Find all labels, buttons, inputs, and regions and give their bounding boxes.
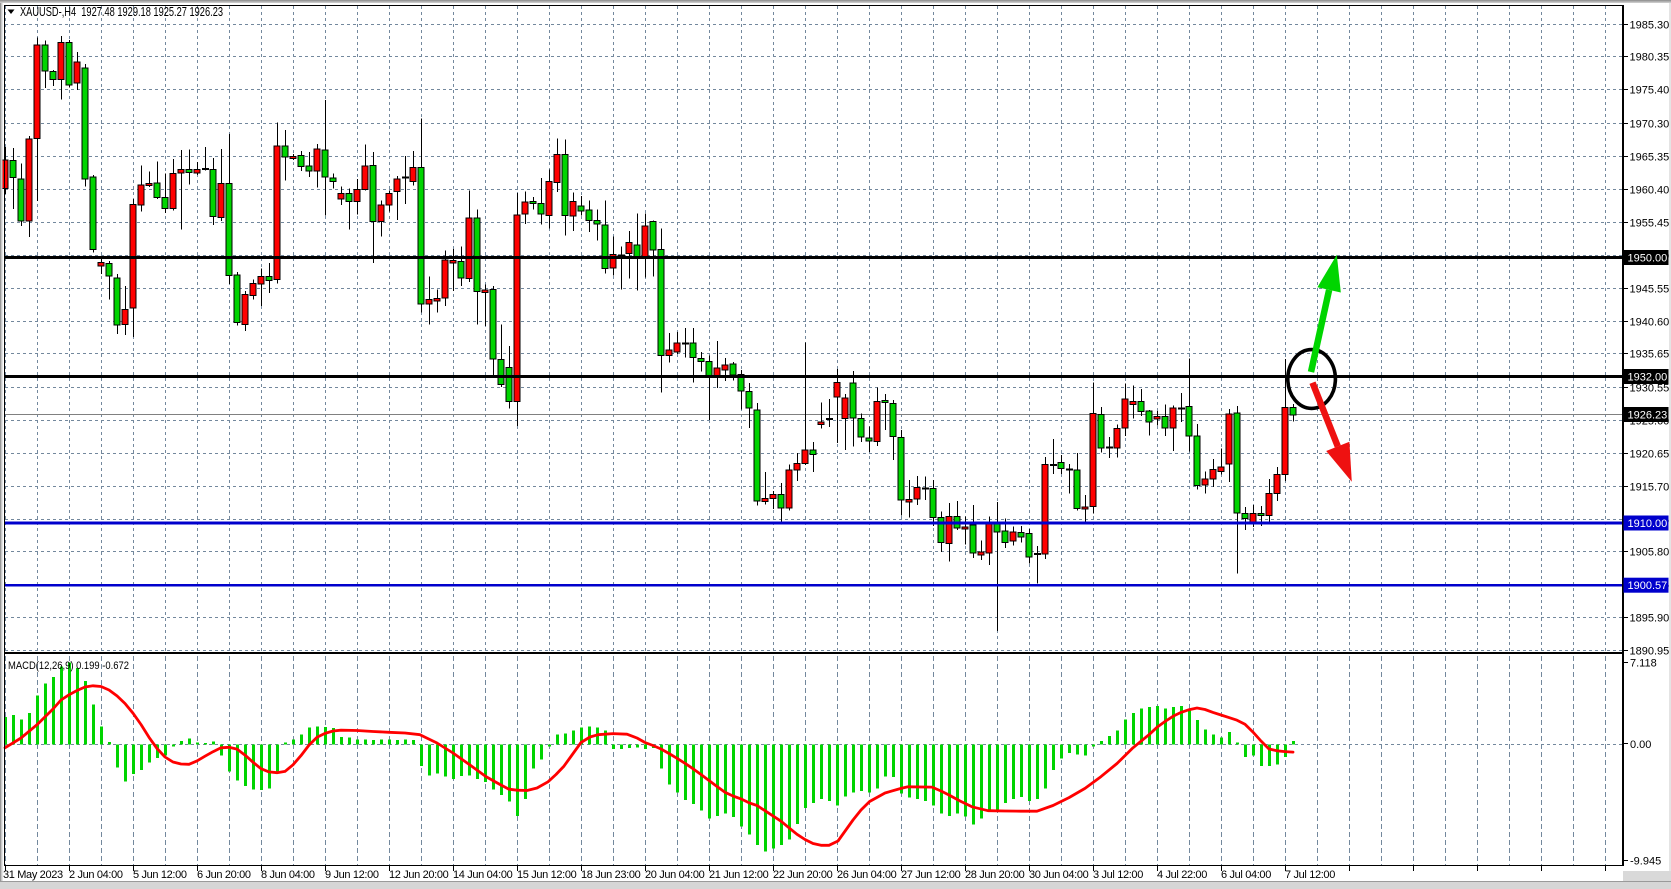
svg-text:1960.40: 1960.40 (1630, 185, 1670, 197)
svg-text:6 Jul 04:00: 6 Jul 04:00 (1221, 869, 1271, 881)
svg-text:1955.45: 1955.45 (1630, 218, 1670, 230)
svg-text:1895.90: 1895.90 (1630, 613, 1670, 625)
svg-text:31 May 2023: 31 May 2023 (3, 869, 63, 881)
svg-text:1890.95: 1890.95 (1630, 646, 1670, 658)
svg-text:-9.945: -9.945 (1630, 855, 1661, 867)
svg-text:2 Jun 04:00: 2 Jun 04:00 (69, 869, 123, 881)
svg-text:0.00: 0.00 (1630, 739, 1651, 751)
svg-text:MACD(12,26,9) 0.199 -0.672: MACD(12,26,9) 0.199 -0.672 (8, 660, 129, 672)
svg-text:12 Jun 20:00: 12 Jun 20:00 (389, 869, 449, 881)
svg-text:22 Jun 20:00: 22 Jun 20:00 (773, 869, 833, 881)
svg-text:18 Jun 23:00: 18 Jun 23:00 (581, 869, 641, 881)
svg-text:1915.70: 1915.70 (1630, 482, 1670, 494)
svg-text:1980.35: 1980.35 (1630, 52, 1670, 64)
svg-text:1930.55: 1930.55 (1630, 383, 1670, 395)
svg-text:7.118: 7.118 (1630, 658, 1657, 670)
svg-text:1905.80: 1905.80 (1630, 547, 1670, 559)
svg-text:XAUUSD-,H4 1927.48 1929.18 19: XAUUSD-,H4 1927.48 1929.18 1925.27 1926.… (20, 5, 223, 19)
svg-text:21 Jun 12:00: 21 Jun 12:00 (709, 869, 769, 881)
svg-text:1932.00: 1932.00 (1628, 372, 1668, 384)
svg-text:1950.00: 1950.00 (1628, 253, 1668, 265)
svg-text:1935.65: 1935.65 (1630, 349, 1670, 361)
svg-text:1970.30: 1970.30 (1630, 119, 1670, 131)
svg-text:1945.55: 1945.55 (1630, 284, 1670, 296)
svg-text:28 Jun 20:00: 28 Jun 20:00 (965, 869, 1025, 881)
svg-text:20 Jun 04:00: 20 Jun 04:00 (645, 869, 705, 881)
svg-text:15 Jun 12:00: 15 Jun 12:00 (517, 869, 577, 881)
svg-text:14 Jun 04:00: 14 Jun 04:00 (453, 869, 513, 881)
svg-text:1926.23: 1926.23 (1628, 410, 1668, 422)
svg-text:1975.40: 1975.40 (1630, 85, 1670, 97)
svg-text:6 Jun 20:00: 6 Jun 20:00 (197, 869, 251, 881)
svg-text:26 Jun 04:00: 26 Jun 04:00 (837, 869, 897, 881)
svg-text:1985.30: 1985.30 (1630, 20, 1670, 32)
svg-text:7 Jul 12:00: 7 Jul 12:00 (1285, 869, 1335, 881)
svg-text:1965.35: 1965.35 (1630, 152, 1670, 164)
svg-text:8 Jun 04:00: 8 Jun 04:00 (261, 869, 315, 881)
svg-text:30 Jun 04:00: 30 Jun 04:00 (1029, 869, 1089, 881)
svg-text:9 Jun 12:00: 9 Jun 12:00 (325, 869, 379, 881)
svg-text:1910.00: 1910.00 (1628, 518, 1668, 530)
svg-text:27 Jun 12:00: 27 Jun 12:00 (901, 869, 961, 881)
svg-text:1940.60: 1940.60 (1630, 317, 1670, 329)
svg-text:1920.65: 1920.65 (1630, 449, 1670, 461)
svg-text:3 Jul 12:00: 3 Jul 12:00 (1093, 869, 1143, 881)
svg-text:1900.57: 1900.57 (1628, 580, 1668, 592)
svg-text:5 Jun 12:00: 5 Jun 12:00 (133, 869, 187, 881)
svg-text:4 Jul 22:00: 4 Jul 22:00 (1157, 869, 1207, 881)
